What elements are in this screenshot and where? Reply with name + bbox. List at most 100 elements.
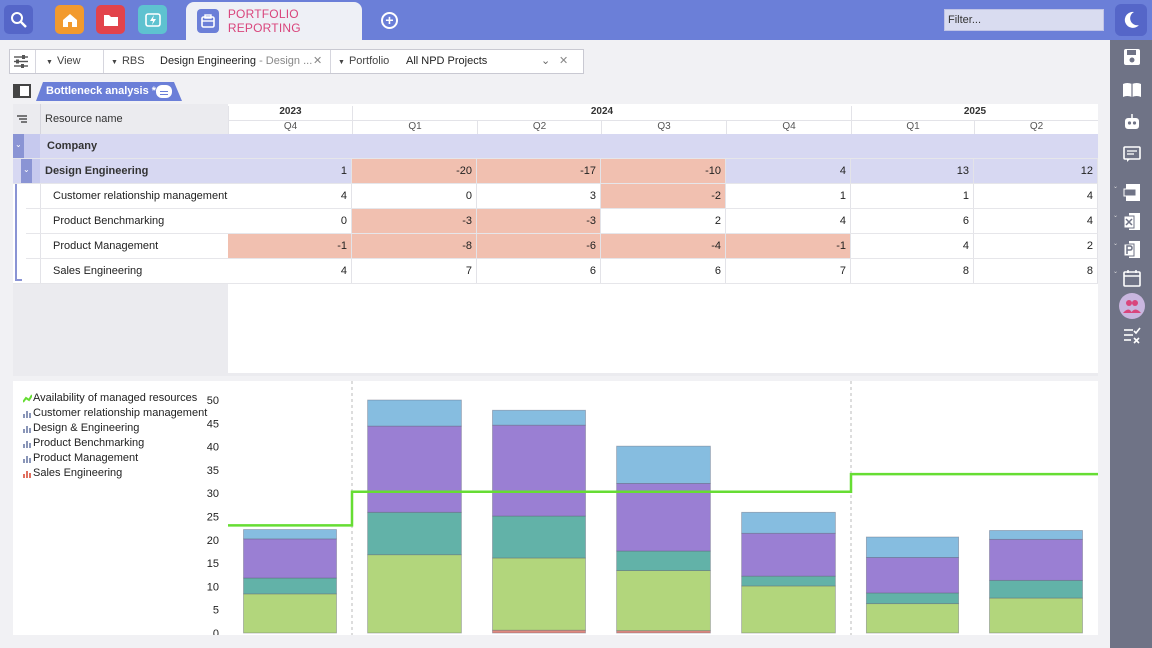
- bar-segment[interactable]: [492, 629, 586, 634]
- bar-segment[interactable]: [616, 445, 711, 484]
- collapse-subgroup-button[interactable]: ⌄: [21, 159, 32, 183]
- value-cell[interactable]: 1: [726, 184, 851, 208]
- column-chooser-button[interactable]: [15, 112, 35, 126]
- bar-segment[interactable]: [989, 597, 1083, 634]
- bar-segment[interactable]: [616, 483, 711, 552]
- value-cell[interactable]: 6: [601, 259, 726, 283]
- value-cell[interactable]: 4: [228, 259, 352, 283]
- value-cell[interactable]: 3: [477, 184, 601, 208]
- export-pdf-button[interactable]: [1122, 183, 1142, 203]
- subgroup-row-design-engineering[interactable]: ⌄ Design Engineering 1 -20 -17 -10 4 13 12: [13, 159, 1098, 184]
- value-cell[interactable]: 1: [851, 184, 974, 208]
- bar-segment[interactable]: [243, 529, 337, 540]
- value-cell[interactable]: 0: [352, 184, 477, 208]
- export-excel-button[interactable]: [1122, 212, 1142, 232]
- toggle-panel-button[interactable]: [13, 84, 31, 98]
- table-row[interactable]: Customer relationship management 4 0 3 -2 1 1 4: [13, 184, 1098, 209]
- bar-segment[interactable]: [367, 399, 462, 427]
- portfolio-select-chevron[interactable]: ⌄: [541, 50, 550, 73]
- bar-segment[interactable]: [367, 425, 462, 513]
- value-cell[interactable]: -17: [477, 159, 601, 183]
- bar-segment[interactable]: [616, 550, 711, 571]
- resource-name-header[interactable]: Resource name: [45, 113, 123, 125]
- view-dropdown[interactable]: ▼ View: [46, 50, 81, 73]
- table-row[interactable]: Product Benchmarking 0 -3 -3 2 4 6 4: [13, 209, 1098, 234]
- portfolio-clear-button[interactable]: ✕: [559, 50, 568, 73]
- value-cell[interactable]: 4: [726, 209, 851, 233]
- value-cell[interactable]: 6: [477, 259, 601, 283]
- value-cell[interactable]: 13: [851, 159, 974, 183]
- resources-button[interactable]: [1119, 293, 1145, 319]
- value-cell[interactable]: 0: [228, 209, 352, 233]
- value-cell[interactable]: 2: [601, 209, 726, 233]
- value-cell[interactable]: 4: [974, 209, 1098, 233]
- bar-segment[interactable]: [989, 579, 1083, 599]
- export-project-button[interactable]: [1122, 240, 1142, 260]
- bar-segment[interactable]: [989, 530, 1083, 540]
- calendar-button[interactable]: [1122, 268, 1142, 288]
- group-row-company[interactable]: ⌄ Company: [13, 134, 1098, 159]
- table-row[interactable]: Product Management -1 -8 -6 -4 -1 4 2: [13, 234, 1098, 259]
- bar-segment[interactable]: [367, 511, 462, 556]
- portfolio-select[interactable]: All NPD Projects: [406, 50, 550, 73]
- bar-segment[interactable]: [865, 603, 960, 634]
- value-cell[interactable]: -3: [352, 209, 477, 233]
- value-cell[interactable]: 2: [974, 234, 1098, 258]
- bar-segment[interactable]: [243, 538, 337, 579]
- value-cell[interactable]: -1: [726, 234, 851, 258]
- value-cell[interactable]: 4: [974, 184, 1098, 208]
- bar-segment[interactable]: [243, 577, 337, 595]
- value-cell[interactable]: -8: [352, 234, 477, 258]
- availability-line[interactable]: [228, 472, 1098, 527]
- bar-segment[interactable]: [741, 575, 836, 587]
- bar-segment[interactable]: [865, 557, 960, 594]
- table-row[interactable]: Sales Engineering 4 7 6 6 7 8 8: [13, 259, 1098, 284]
- bar-segment[interactable]: [741, 511, 836, 534]
- value-cell[interactable]: 4: [228, 184, 352, 208]
- value-cell[interactable]: 8: [851, 259, 974, 283]
- bar-segment[interactable]: [492, 515, 586, 559]
- value-cell[interactable]: 12: [974, 159, 1098, 183]
- filter-input[interactable]: Filter...: [944, 9, 1104, 31]
- bar-segment[interactable]: [492, 424, 586, 517]
- quick-action-button[interactable]: [138, 5, 167, 34]
- value-cell[interactable]: 1: [228, 159, 352, 183]
- bar-segment[interactable]: [367, 554, 462, 634]
- add-tab-button[interactable]: +: [381, 12, 398, 29]
- search-button[interactable]: [4, 5, 33, 34]
- tab-portfolio-reporting[interactable]: PORTFOLIO REPORTING: [186, 2, 362, 40]
- legend-item[interactable]: Product Management: [23, 452, 138, 464]
- assistant-button[interactable]: [1122, 112, 1142, 132]
- bar-segment[interactable]: [492, 557, 586, 631]
- bar-segment[interactable]: [492, 409, 586, 426]
- value-cell[interactable]: -2: [601, 184, 726, 208]
- bar-segment[interactable]: [741, 532, 836, 577]
- value-cell[interactable]: 8: [974, 259, 1098, 283]
- save-button[interactable]: [1122, 47, 1142, 67]
- checklist-button[interactable]: [1122, 325, 1142, 345]
- bar-segment[interactable]: [616, 570, 711, 632]
- view-menu-button[interactable]: [156, 85, 172, 98]
- settings-sliders-button[interactable]: [13, 50, 31, 73]
- value-cell[interactable]: -10: [601, 159, 726, 183]
- value-cell[interactable]: -3: [477, 209, 601, 233]
- rbs-value-field[interactable]: Design Engineering - Design ...: [160, 50, 325, 73]
- value-cell[interactable]: -4: [601, 234, 726, 258]
- value-cell[interactable]: 7: [352, 259, 477, 283]
- bar-segment[interactable]: [865, 592, 960, 605]
- rbs-clear-button[interactable]: ✕: [313, 50, 322, 73]
- manual-button[interactable]: [1122, 80, 1142, 100]
- rbs-dropdown[interactable]: ▼ RBS: [111, 50, 145, 73]
- open-folder-button[interactable]: [96, 5, 125, 34]
- portfolio-dropdown[interactable]: ▼ Portfolio: [338, 50, 389, 73]
- collapse-group-button[interactable]: ⌄: [13, 134, 24, 158]
- legend-item[interactable]: Availability of managed resources: [23, 392, 197, 404]
- tab-bottleneck-analysis[interactable]: Bottleneck analysis *: [36, 82, 182, 101]
- bar-segment[interactable]: [989, 538, 1083, 581]
- comments-button[interactable]: [1122, 144, 1142, 164]
- legend-item[interactable]: Design & Engineering: [23, 422, 139, 434]
- value-cell[interactable]: 6: [851, 209, 974, 233]
- value-cell[interactable]: 4: [851, 234, 974, 258]
- legend-item[interactable]: Customer relationship management: [23, 407, 207, 419]
- value-cell[interactable]: -1: [228, 234, 352, 258]
